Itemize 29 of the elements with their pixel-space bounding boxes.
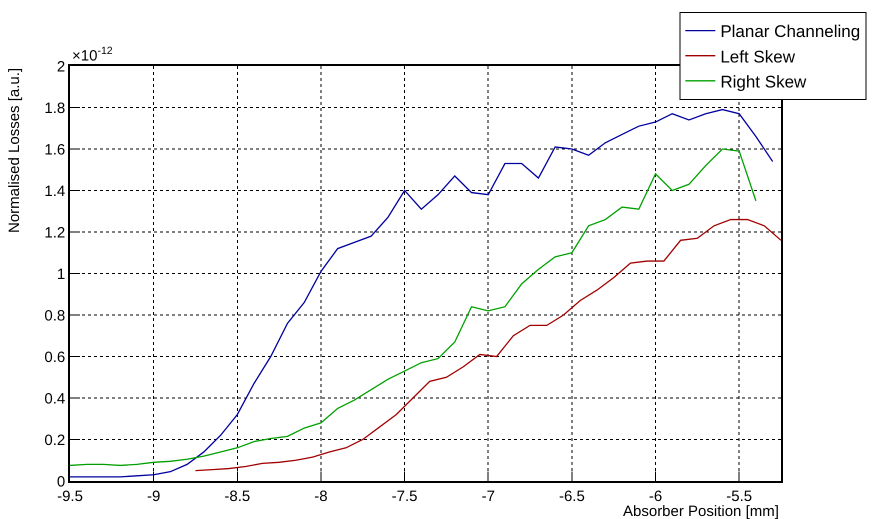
x-tick-label: -5.5 (726, 488, 752, 505)
x-tick-label: -6.5 (558, 488, 585, 505)
x-tick-label: -9.5 (57, 488, 83, 505)
legend-label: Right Skew (720, 72, 808, 92)
y-tick-label: 0.2 (44, 432, 66, 449)
line-series (194, 218, 781, 472)
text: ×10$^{-12}$ (72, 45, 113, 64)
x-axis-title: Absorber Position [mm] (623, 503, 779, 519)
x-tick-label: -7 (482, 488, 495, 505)
y-tick-label: 2 (56, 58, 66, 76)
y-tick-label: 0.6 (44, 348, 66, 366)
y-tick-label: 1 (56, 266, 66, 283)
legend-label: Left Skew (720, 47, 796, 66)
y-tick-label: 1.8 (44, 100, 66, 117)
y-tick-label: 0.8 (44, 307, 66, 324)
y-tick-label: 0 (56, 473, 66, 490)
x-tick-label: -9 (146, 488, 160, 505)
legend-label: Planar Channeling (720, 22, 860, 42)
x-tick-label: -7.5 (392, 488, 418, 505)
y-axis-title: Normalised Losses [a.u.] (6, 68, 23, 233)
x-tick-label: -8.5 (224, 488, 250, 505)
x-tick-label: -6 (648, 488, 662, 505)
line-series (70, 148, 757, 466)
x-tick-label: -8 (314, 488, 328, 505)
y-tick-label: 0.4 (44, 390, 66, 408)
line-series (70, 108, 774, 478)
y-tick-label: 1.6 (44, 141, 66, 158)
y-tick-label: 1.2 (44, 224, 66, 242)
y-tick-label: 1.4 (44, 182, 66, 200)
